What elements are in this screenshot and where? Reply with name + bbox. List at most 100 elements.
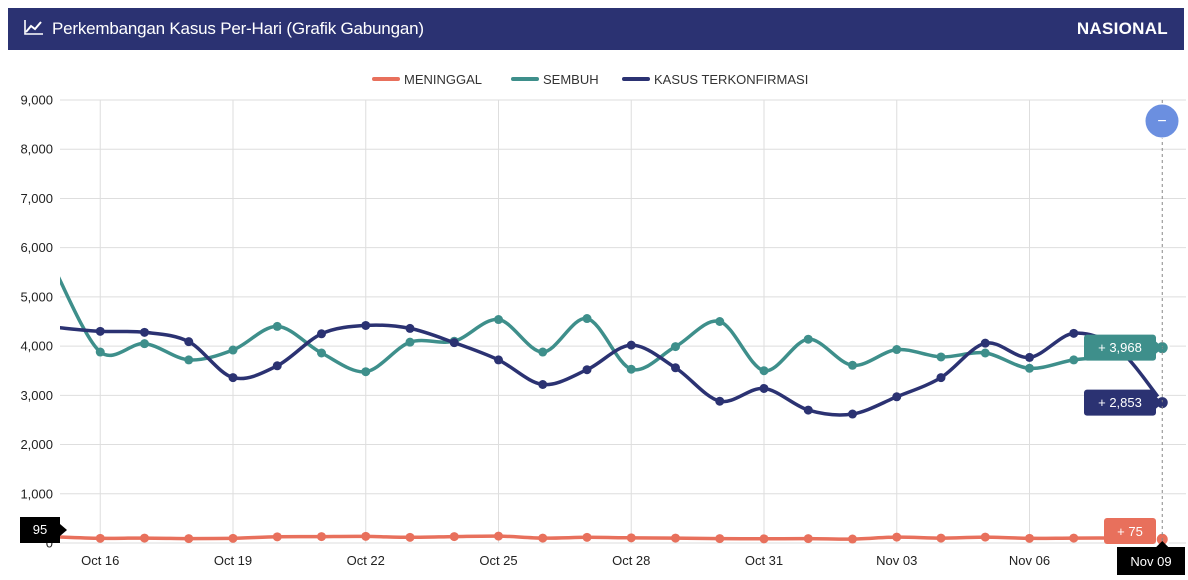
data-point-meninggal <box>449 532 459 542</box>
series-kasus <box>60 320 1170 419</box>
data-point-meninggal <box>95 533 105 543</box>
data-point-kasus <box>538 380 548 390</box>
legend-label-meninggal: MENINGGAL <box>404 72 482 87</box>
data-point-meninggal <box>538 533 548 543</box>
data-point-kasus <box>317 329 326 339</box>
data-point-meninggal <box>140 533 149 543</box>
y-tick-label: 5,000 <box>20 289 53 304</box>
x-tick-label: Nov 06 <box>1009 553 1050 568</box>
data-point-kasus <box>848 409 857 419</box>
chart-legend: MENINGGAL SEMBUH KASUS TERKONFIRMASI <box>372 72 808 87</box>
crosshair-x-label: Nov 09 <box>1117 541 1185 575</box>
data-point-meninggal <box>361 531 371 541</box>
tooltip-kasus: + 2,853 <box>1084 389 1163 416</box>
data-point-kasus <box>361 320 371 330</box>
data-point-sembuh <box>140 339 149 349</box>
combined-line-chart: 01,0002,0003,0004,0005,0006,0007,0008,00… <box>20 72 1186 575</box>
data-point-kasus <box>184 337 194 347</box>
y-tick-label: 8,000 <box>20 142 53 157</box>
data-point-meninggal <box>184 534 194 544</box>
crosshair-y-label-pointer <box>60 524 67 536</box>
scope-label: NASIONAL <box>1076 19 1168 38</box>
crosshair-x-label-text: Nov 09 <box>1130 554 1171 569</box>
zoom-button-circle <box>1144 103 1180 139</box>
data-point-sembuh <box>1025 363 1034 373</box>
data-point-sembuh <box>626 364 636 374</box>
data-point-sembuh <box>671 342 680 352</box>
minus-icon: − <box>1157 113 1166 130</box>
data-point-kasus <box>980 338 990 348</box>
y-tick-label: 2,000 <box>20 437 53 452</box>
data-point-kasus <box>1025 352 1034 362</box>
data-point-sembuh <box>361 367 371 377</box>
data-point-meninggal <box>272 532 282 542</box>
data-point-meninggal <box>582 532 592 542</box>
data-point-meninggal <box>1025 533 1034 543</box>
tooltip-sembuh-pointer <box>1156 341 1163 354</box>
data-point-sembuh <box>1069 355 1079 365</box>
y-tick-label: 9,000 <box>20 93 53 108</box>
header-left: Perkembangan Kasus Per-Hari (Grafik Gabu… <box>24 19 424 40</box>
chart-header: Perkembangan Kasus Per-Hari (Grafik Gabu… <box>8 8 1184 50</box>
tooltip-sembuh: + 3,968 <box>1084 334 1163 361</box>
data-point-meninggal <box>317 532 326 542</box>
data-point-sembuh <box>803 334 813 344</box>
data-point-kasus <box>1069 328 1079 338</box>
chart-title: Perkembangan Kasus Per-Hari (Grafik Gabu… <box>52 19 424 38</box>
data-point-sembuh <box>184 355 194 365</box>
line-chart-icon <box>24 19 44 40</box>
data-point-meninggal <box>405 532 415 542</box>
legend-item-kasus: KASUS TERKONFIRMASI <box>622 72 808 87</box>
zoom-reset-button[interactable]: − <box>1144 103 1180 139</box>
tooltip-meninggal: + 75 <box>1104 518 1156 544</box>
data-point-sembuh <box>272 321 282 331</box>
data-point-sembuh <box>317 348 326 358</box>
crosshair-y-label: 95 <box>20 517 67 543</box>
data-point-meninggal <box>803 534 813 544</box>
legend-item-sembuh: SEMBUH <box>511 72 599 87</box>
data-point-sembuh <box>715 317 725 326</box>
tooltip-kasus-pointer <box>1156 396 1163 409</box>
data-point-kasus <box>228 373 238 383</box>
legend-label-kasus: KASUS TERKONFIRMASI <box>654 72 808 87</box>
data-point-kasus <box>582 365 592 375</box>
series-meninggal <box>60 531 1170 547</box>
data-point-sembuh <box>228 345 238 355</box>
data-point-sembuh <box>892 345 902 355</box>
data-point-meninggal <box>980 532 990 542</box>
chart-area: 01,0002,0003,0004,0005,0006,0007,0008,00… <box>0 50 1188 580</box>
tooltip-kasus-box <box>1084 389 1156 416</box>
data-point-kasus <box>95 326 105 336</box>
y-tick-label: 6,000 <box>20 240 53 255</box>
data-point-sembuh <box>538 347 548 357</box>
data-point-kasus <box>803 405 813 415</box>
data-point-kasus <box>449 338 459 348</box>
data-point-kasus <box>715 396 725 406</box>
x-tick-label: Nov 03 <box>876 553 917 568</box>
data-point-kasus <box>140 327 149 337</box>
x-tick-label: Oct 31 <box>745 553 783 568</box>
data-point-meninggal <box>494 531 503 541</box>
tooltip-sembuh-text: + 3,968 <box>1098 340 1142 355</box>
series-sembuh <box>60 276 1170 377</box>
data-point-meninggal <box>892 532 902 542</box>
data-point-kasus <box>626 340 636 350</box>
data-point-kasus <box>892 392 902 402</box>
x-tick-label: Oct 22 <box>347 553 385 568</box>
data-point-kasus <box>405 323 415 333</box>
data-point-meninggal <box>228 533 238 543</box>
data-point-kasus <box>936 373 946 383</box>
tooltip-sembuh-box <box>1084 334 1156 361</box>
data-point-kasus <box>759 383 769 393</box>
data-point-meninggal <box>626 533 636 543</box>
data-point-sembuh <box>95 347 105 357</box>
data-point-sembuh <box>848 360 857 370</box>
crosshair-x-label-pointer <box>1156 541 1169 547</box>
data-point-sembuh <box>582 314 592 324</box>
legend-label-sembuh: SEMBUH <box>543 72 599 87</box>
series-line-meninggal <box>60 534 1163 542</box>
crosshair-y-label-box <box>20 517 60 543</box>
data-point-kasus <box>272 361 282 371</box>
y-tick-label: 1,000 <box>20 486 53 501</box>
data-point-sembuh <box>980 348 990 358</box>
